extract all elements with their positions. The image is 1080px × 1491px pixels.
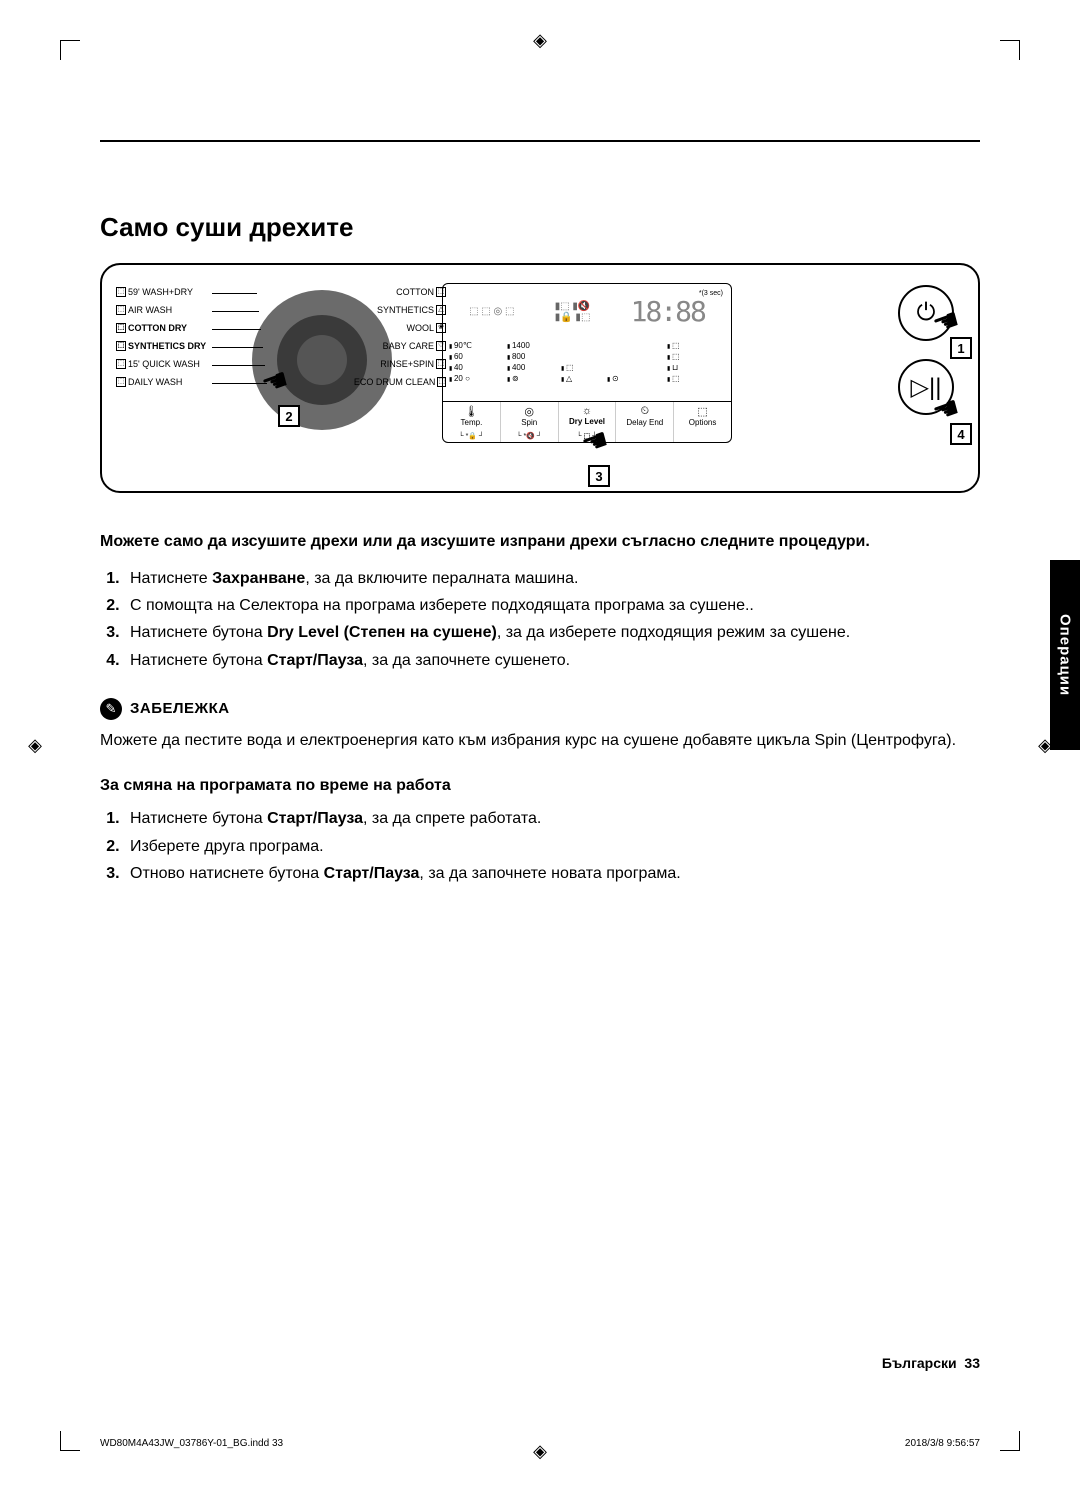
callout-1: 1 bbox=[950, 337, 972, 359]
display-cell: 60 bbox=[449, 352, 507, 361]
display-button-temp.[interactable]: 🌡Temp.└ *🔒 ┘ bbox=[443, 402, 501, 442]
callout-2: 2 bbox=[278, 405, 300, 427]
control-panel-diagram: ⬚59' WASH+DRY⬚AIR WASH⬚COTTON DRY⬚SYNTHE… bbox=[100, 263, 980, 493]
display-button-spin[interactable]: ◎Spin└ *🔇 ┘ bbox=[501, 402, 559, 442]
crop-mark bbox=[60, 40, 80, 60]
step-item: Изберете друга програма. bbox=[124, 833, 980, 860]
display-button-dry-level[interactable]: ☼Dry Level└ ⬚ ┘ bbox=[559, 402, 617, 442]
display-cell: 90℃ bbox=[449, 341, 507, 350]
display-cell: 800 bbox=[507, 352, 561, 361]
display-cell: ⬚ bbox=[667, 352, 727, 361]
side-tab-operations: Операции bbox=[1050, 560, 1080, 750]
program-label-right: ECO DRUM CLEAN⬚ bbox=[362, 377, 446, 387]
top-rule bbox=[100, 140, 980, 142]
section-title: Само суши дрехите bbox=[100, 212, 980, 243]
display-top-icons: ⬚ ⬚ ◎ ⬚ bbox=[469, 306, 514, 317]
display-cell: ⬚ bbox=[561, 363, 607, 372]
step-item: Натиснете бутона Старт/Пауза, за да запо… bbox=[124, 647, 980, 674]
print-slug-right: 2018/3/8 9:56:57 bbox=[905, 1438, 980, 1449]
display-value-grid: 90℃1400⬚60800⬚40400⬚⊔20 ○⊚△⊙⬚ bbox=[443, 339, 731, 383]
steps-list-2: Натиснете бутона Старт/Пауза, за да спре… bbox=[100, 805, 980, 887]
display-top-icons: ▮⬚ ▮🔇▮🔒 ▮⬚ bbox=[555, 301, 591, 323]
crop-mark bbox=[1000, 40, 1020, 60]
program-label-left: ⬚AIR WASH bbox=[116, 305, 172, 315]
display-button-delay-end[interactable]: ⏲Delay End bbox=[616, 402, 674, 442]
note-label: ЗАБЕЛЕЖКА bbox=[130, 700, 230, 717]
display-cell: ⬚ bbox=[667, 341, 727, 350]
display-time: 18:88 bbox=[631, 295, 705, 328]
program-label-left: ⬚59' WASH+DRY bbox=[116, 287, 193, 297]
footer-language: Български 33 bbox=[882, 1355, 980, 1371]
display-cell: △ bbox=[561, 374, 607, 383]
program-label-left: ⬚SYNTHETICS DRY bbox=[116, 341, 206, 351]
print-slug-left: WD80M4A43JW_03786Y-01_BG.indd 33 bbox=[100, 1438, 283, 1449]
start-pause-button[interactable]: ▷|| bbox=[898, 359, 954, 415]
step-item: Отново натиснете бутона Старт/Пауза, за … bbox=[124, 860, 980, 887]
steps-list: Натиснете Захранване, за да включите пер… bbox=[100, 565, 980, 674]
step-item: Натиснете бутона Старт/Пауза, за да спре… bbox=[124, 805, 980, 832]
display-cell: 1400 bbox=[507, 341, 561, 350]
callout-4: 4 bbox=[950, 423, 972, 445]
display-cell: 20 ○ bbox=[449, 374, 507, 383]
registration-mark: ◈ bbox=[530, 1441, 550, 1461]
step-item: Натиснете Захранване, за да включите пер… bbox=[124, 565, 980, 592]
registration-mark: ◈ bbox=[25, 736, 45, 756]
intro-text: Можете само да изсушите дрехи или да изс… bbox=[100, 533, 980, 551]
sub-heading: За смяна на програмата по време на работ… bbox=[100, 777, 980, 795]
display-cell: ⬚ bbox=[667, 374, 727, 383]
program-label-left: ⬚DAILY WASH bbox=[116, 377, 182, 387]
program-label-right: WOOL❀ bbox=[362, 323, 446, 333]
crop-mark bbox=[1000, 1431, 1020, 1451]
threesec-note: *(3 sec) bbox=[699, 290, 723, 297]
display-cell: ⊙ bbox=[607, 374, 667, 383]
program-label-right: BABY CARE♡ bbox=[362, 341, 446, 351]
program-label-right: COTTON⬚ bbox=[362, 287, 446, 297]
display-cell: ⊔ bbox=[667, 363, 727, 372]
display-cell: 400 bbox=[507, 363, 561, 372]
crop-mark bbox=[60, 1431, 80, 1451]
callout-3: 3 bbox=[588, 465, 610, 487]
step-item: С помощта на Селектора на програма избер… bbox=[124, 592, 980, 619]
display-cell: ⊚ bbox=[507, 374, 561, 383]
registration-mark: ◈ bbox=[530, 30, 550, 50]
note-icon: ✎ bbox=[100, 698, 122, 720]
program-label-right: RINSE+SPIN⬚ bbox=[362, 359, 446, 369]
program-label-left: ⬚COTTON DRY bbox=[116, 323, 187, 333]
program-label-left: ⬚15' QUICK WASH bbox=[116, 359, 200, 369]
note-body: Можете да пестите вода и електроенергия … bbox=[100, 728, 980, 754]
display-cell: 40 bbox=[449, 363, 507, 372]
lcd-display: *(3 sec) ⬚ ⬚ ◎ ⬚ ▮⬚ ▮🔇▮🔒 ▮⬚ 18:88 90℃140… bbox=[442, 283, 732, 443]
step-item: Натиснете бутона Dry Level (Степен на су… bbox=[124, 619, 980, 646]
power-button[interactable]: ⏻ bbox=[898, 285, 954, 341]
program-label-right: SYNTHETICS△ bbox=[362, 305, 446, 315]
display-button-options[interactable]: ⬚Options bbox=[674, 402, 731, 442]
